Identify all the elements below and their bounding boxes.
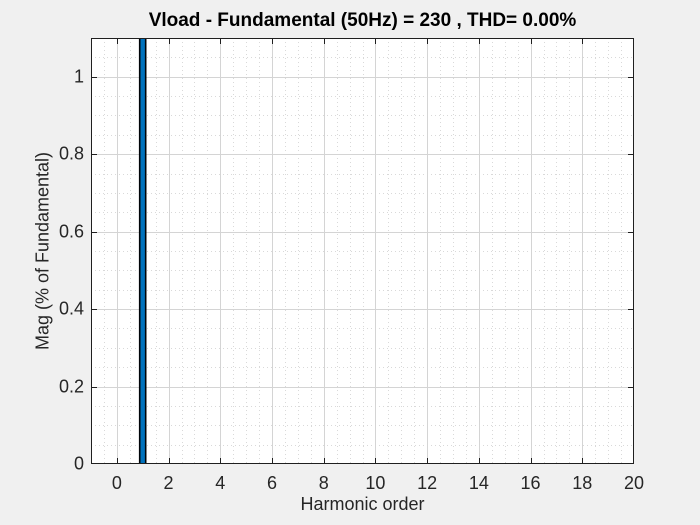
fundamental-bar [138,38,147,464]
x-tick-label: 8 [318,473,329,493]
x-tick-label: 0 [111,473,122,493]
x-tick-label: 10 [365,473,386,493]
y-tick-label: 0 [73,453,84,474]
y-tick-label: 1 [73,66,84,87]
x-tick-label: 4 [215,473,226,493]
y-tick-label: 0.2 [58,376,84,397]
x-tick-label: 20 [623,473,645,493]
x-tick-label: 18 [572,473,593,493]
x-axis-label: Harmonic order [300,494,425,514]
chart-title: Vload - Fundamental (50Hz) = 230 , THD= … [148,10,577,31]
y-axis-label: Mag (% of Fundamental) [32,151,53,351]
y-tick-label: 0.4 [58,298,84,319]
y-tick-label: 0.6 [58,221,84,242]
x-tick-label: 14 [468,473,489,493]
x-tick-label: 12 [417,473,438,493]
x-tick-label: 16 [520,473,541,493]
fft-bar-chart [91,38,634,464]
y-tick-label: 0.8 [58,143,84,164]
x-tick-label: 6 [266,473,278,493]
plot-area [91,38,634,464]
x-tick-label: 2 [163,473,174,493]
axes-box [91,38,634,464]
